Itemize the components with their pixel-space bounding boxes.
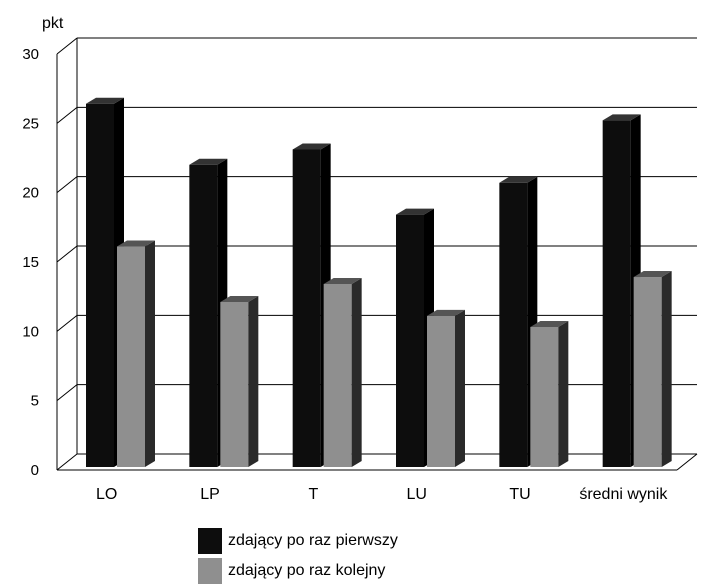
- legend-swatch-first: [198, 528, 222, 554]
- bar-first-top: [189, 158, 228, 165]
- legend-item-first: zdający po raz pierwszy: [198, 526, 398, 556]
- y-tick-label: 0: [31, 462, 39, 479]
- legend-label-first: zdający po raz pierwszy: [228, 532, 398, 549]
- bar-repeat-top: [323, 277, 362, 284]
- bar-first: [602, 120, 631, 467]
- gridline-depth: [56, 314, 78, 332]
- bar-first: [499, 182, 528, 467]
- x-tick-label: T: [308, 486, 318, 503]
- bar-first-top: [602, 114, 641, 121]
- bar-first: [189, 164, 218, 467]
- bar-repeat: [323, 283, 352, 467]
- bar-repeat: [117, 246, 145, 467]
- x-tick-label: LU: [406, 486, 426, 503]
- bar-repeat-side: [455, 309, 465, 467]
- bar-repeat-side: [661, 271, 672, 467]
- y-tick-label: 5: [31, 393, 39, 410]
- bar-repeat-top: [220, 295, 259, 302]
- legend-item-repeat: zdający po raz kolejny: [198, 556, 398, 586]
- gridline-depth: [56, 176, 78, 194]
- y-tick-label: 10: [22, 323, 39, 340]
- bar-first: [86, 103, 114, 468]
- bar-first: [396, 214, 424, 467]
- x-axis: LO LP T LU TU średni wynik: [96, 486, 668, 503]
- bar-repeat-top: [117, 240, 155, 247]
- bar-first: [292, 149, 321, 467]
- bar-repeat-side: [558, 320, 569, 467]
- y-tick-label: 25: [22, 115, 39, 132]
- bar-first-top: [86, 97, 124, 104]
- x-tick-label: LO: [96, 486, 117, 503]
- bar-repeat-top: [633, 271, 672, 278]
- gridline-depth: [56, 453, 78, 471]
- bar-first-top: [292, 143, 331, 150]
- bar-repeat-top: [530, 320, 569, 327]
- legend: zdający po raz pierwszy zdający po raz k…: [198, 526, 398, 586]
- grid: [56, 37, 698, 471]
- y-axis: 0 5 10 15 20 25 30: [22, 46, 58, 479]
- bar-repeat: [427, 315, 455, 467]
- x-tick-label: średni wynik: [579, 486, 668, 503]
- y-tick-label: 20: [22, 185, 39, 202]
- bar-repeat-side: [351, 277, 362, 467]
- bar-repeat-side: [145, 240, 155, 467]
- x-tick-label: LP: [200, 486, 220, 503]
- bar-first-top: [499, 176, 538, 183]
- bar-repeat-side: [248, 295, 259, 467]
- y-tick-label: 30: [22, 46, 39, 63]
- gridline-depth: [56, 106, 78, 124]
- bar-repeat: [633, 277, 662, 467]
- x-tick-label: TU: [509, 486, 530, 503]
- bar-repeat: [530, 326, 559, 467]
- floor-depth-edge: [676, 453, 698, 471]
- bar-repeat-top: [427, 309, 465, 316]
- y-axis-unit: pkt: [42, 15, 64, 32]
- bar-repeat: [220, 301, 249, 467]
- legend-label-repeat: zdający po raz kolejny: [228, 562, 386, 579]
- legend-swatch-repeat: [198, 558, 222, 584]
- bars: [86, 97, 672, 468]
- y-tick-label: 15: [22, 254, 39, 271]
- gridline-depth: [56, 37, 78, 55]
- gridline-depth: [56, 245, 78, 263]
- bar-first-top: [396, 208, 434, 215]
- gridline-depth: [56, 384, 78, 402]
